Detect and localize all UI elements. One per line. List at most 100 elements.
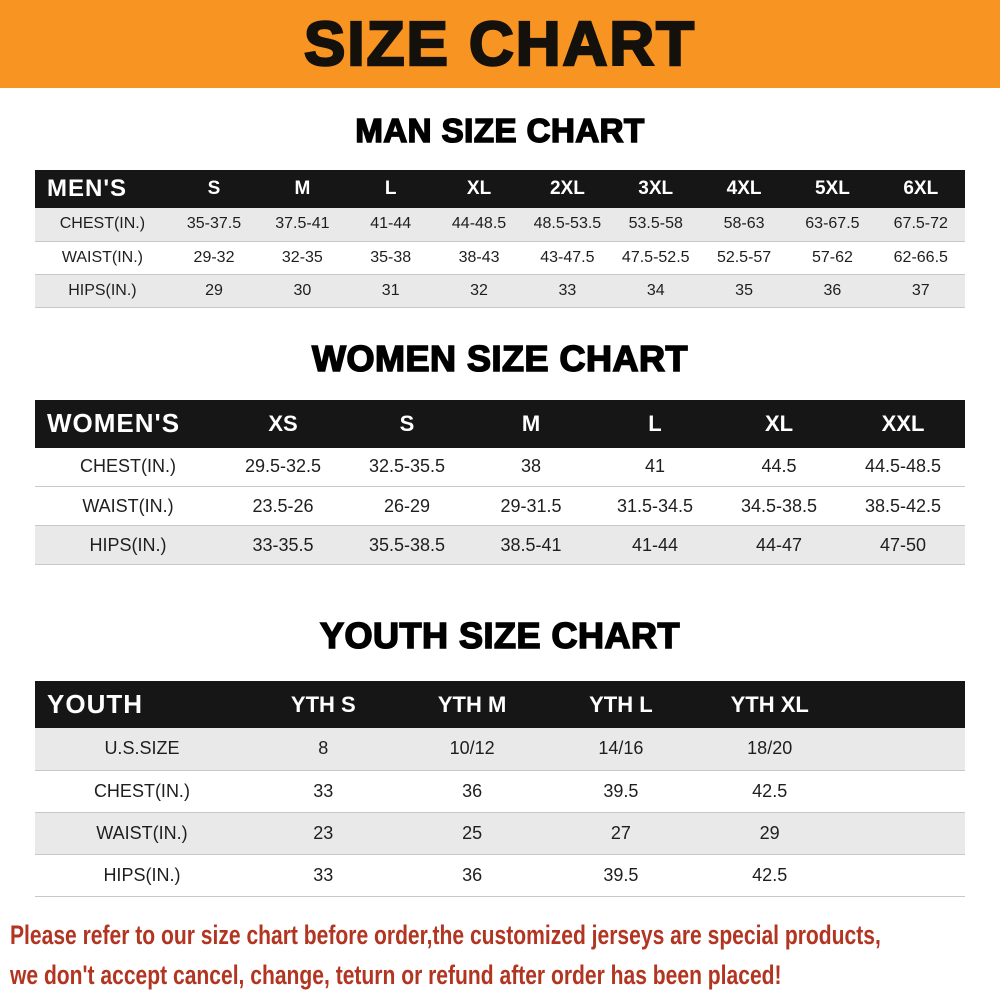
size-column-header: YTH L — [546, 681, 696, 728]
youth-size-section: YOUTH SIZE CHART YOUTH YTH S YTH M YTH L YTH… — [0, 614, 1000, 897]
measurement-row: CHEST(IN.) 33 36 39.5 42.5 — [35, 770, 965, 812]
size-value-cell: 37.5-41 — [275, 215, 330, 233]
size-value-cell: 63-67.5 — [805, 215, 860, 233]
measurement-row: HIPS(IN.) 33-35.5 35.5-38.5 38.5-41 41-44 44-… — [35, 525, 965, 565]
notice-line-2: we don't accept cancel, change, teturn o… — [10, 959, 782, 990]
size-column-header: L — [593, 399, 717, 448]
women-section-title: WOMEN SIZE CHART — [311, 337, 688, 380]
size-value-cell: 33 — [313, 864, 334, 885]
size-value-cell: 52.5-57 — [716, 248, 772, 266]
mens-table-head: MEN'S S M L XL 2XL 3XL 4XL 5XL 6XL — [35, 170, 965, 208]
measurement-row: CHEST(IN.) 35-37.5 37.5-41 41-44 44-48.5 48.5… — [35, 208, 965, 241]
size-value-cell: 67.5-72 — [893, 215, 948, 233]
women-size-section: WOMEN SIZE CHART WOMEN'S XS S M L XL XXL CHEST… — [0, 337, 1000, 566]
row-label: HIPS(IN.) — [103, 864, 181, 885]
spacer-cell — [844, 854, 965, 896]
size-value-cell: 25 — [462, 822, 483, 843]
table-header-row: WOMEN'S XS S M L XL XXL — [35, 399, 965, 448]
row-label: CHEST(IN.) — [59, 215, 146, 233]
measurement-row: WAIST(IN.) 29-32 32-35 35-38 38-43 43-47.5 47.… — [35, 241, 965, 274]
size-value-cell: 29-31.5 — [500, 495, 562, 516]
size-value-cell: 62-66.5 — [893, 248, 948, 266]
spacer-cell — [844, 681, 965, 728]
row-label: U.S.SIZE — [104, 738, 180, 759]
footer-notice: Please refer to our size chart before or… — [10, 915, 1000, 995]
size-value-cell: 47-50 — [879, 534, 927, 555]
size-value-cell: 14/16 — [598, 738, 644, 759]
size-value-cell: 32-35 — [281, 248, 323, 266]
size-column-header: L — [346, 170, 435, 208]
size-value-cell: 30 — [293, 281, 312, 299]
size-value-cell: 39.5 — [603, 780, 639, 801]
size-value-cell: 32 — [470, 281, 488, 299]
row-label: CHEST(IN.) — [93, 780, 190, 801]
table-title-cell: MEN'S — [35, 170, 170, 208]
size-column-header: XL — [717, 399, 841, 448]
row-label: WAIST(IN.) — [61, 248, 143, 266]
youth-table-head: YOUTH YTH S YTH M YTH L YTH XL — [35, 681, 965, 728]
size-value-cell: 44.5-48.5 — [864, 456, 942, 477]
youth-section-title: YOUTH SIZE CHART — [319, 614, 680, 657]
page-title: SIZE CHART — [303, 8, 696, 80]
size-value-cell: 31 — [381, 281, 400, 299]
size-value-cell: 42.5 — [752, 864, 788, 885]
banner: SIZE CHART — [0, 0, 1000, 88]
size-value-cell: 18/20 — [747, 738, 793, 759]
youth-table-body: U.S.SIZE 8 10/12 14/16 18/20 CHEST(IN.) 33 36 39… — [35, 728, 965, 896]
man-section-title: MAN SIZE CHART — [355, 111, 645, 150]
size-value-cell: 58-63 — [723, 215, 765, 233]
womens-size-table: WOMEN'S XS S M L XL XXL CHEST(IN.) 29.5-32.5 32.… — [35, 399, 965, 566]
size-value-cell: 41-44 — [631, 534, 679, 555]
size-value-cell: 29 — [759, 822, 780, 843]
size-column-header: S — [169, 170, 259, 208]
size-value-cell: 38.5-42.5 — [864, 495, 942, 516]
size-value-cell: 8 — [318, 738, 329, 759]
row-label: HIPS(IN.) — [89, 534, 167, 555]
spacer-cell — [844, 770, 965, 812]
size-value-cell: 33 — [558, 281, 577, 299]
size-value-cell: 38.5-41 — [500, 534, 562, 555]
spacer-cell — [844, 728, 965, 770]
size-column-header: S — [345, 399, 469, 448]
youth-size-table: YOUTH YTH S YTH M YTH L YTH XL U.S.SIZE 8 10/1… — [35, 681, 965, 897]
size-column-header: XS — [221, 399, 345, 448]
size-value-cell: 31.5-34.5 — [616, 495, 694, 516]
measurement-row: HIPS(IN.) 33 36 39.5 42.5 — [35, 854, 965, 896]
size-value-cell: 23.5-26 — [252, 495, 314, 516]
mens-size-table: MEN'S S M L XL 2XL 3XL 4XL 5XL 6XL CHEST(IN.) 35-3… — [35, 170, 965, 308]
size-column-header: M — [469, 399, 593, 448]
size-value-cell: 38-43 — [458, 248, 500, 266]
measurement-row: HIPS(IN.) 29 30 31 32 33 34 35 36 37 — [35, 274, 965, 307]
womens-table-body: CHEST(IN.) 29.5-32.5 32.5-35.5 38 41 44.5 44.5… — [35, 447, 965, 565]
size-value-cell: 32.5-35.5 — [368, 456, 446, 477]
size-column-header: 4XL — [699, 170, 789, 208]
size-value-cell: 35-37.5 — [186, 215, 242, 233]
size-value-cell: 57-62 — [811, 248, 853, 266]
size-value-cell: 42.5 — [752, 780, 788, 801]
spacer-cell — [844, 812, 965, 854]
row-label: HIPS(IN.) — [68, 281, 137, 299]
size-column-header: XXL — [841, 399, 965, 448]
size-value-cell: 33 — [313, 780, 334, 801]
size-value-cell: 36 — [462, 780, 483, 801]
size-column-header: 5XL — [788, 170, 877, 208]
size-value-cell: 35 — [735, 281, 753, 299]
size-value-cell: 34.5-38.5 — [740, 495, 818, 516]
measurement-row: WAIST(IN.) 23.5-26 26-29 29-31.5 31.5-34.5 34… — [35, 486, 965, 526]
size-value-cell: 41-44 — [370, 215, 412, 233]
size-value-cell: 41 — [644, 456, 666, 477]
size-value-cell: 23 — [313, 822, 334, 843]
row-label: WAIST(IN.) — [96, 822, 188, 843]
size-value-cell: 37 — [911, 281, 930, 299]
table-header-row: MEN'S S M L XL 2XL 3XL 4XL 5XL 6XL — [35, 170, 965, 208]
table-title-cell: YOUTH — [35, 681, 249, 728]
measurement-row: WAIST(IN.) 23 25 27 29 — [35, 812, 965, 854]
size-value-cell: 48.5-53.5 — [533, 215, 602, 233]
mens-table-body: CHEST(IN.) 35-37.5 37.5-41 41-44 44-48.5 48.5… — [35, 208, 965, 307]
measurement-row: U.S.SIZE 8 10/12 14/16 18/20 — [35, 728, 965, 770]
man-size-section: MAN SIZE CHART MEN'S S M L XL 2XL 3XL 4XL 5XL 6XL… — [0, 111, 1000, 308]
size-value-cell: 29.5-32.5 — [244, 456, 322, 477]
size-value-cell: 35-38 — [370, 248, 412, 266]
size-value-cell: 53.5-58 — [628, 215, 683, 233]
size-column-header: XL — [434, 170, 524, 208]
